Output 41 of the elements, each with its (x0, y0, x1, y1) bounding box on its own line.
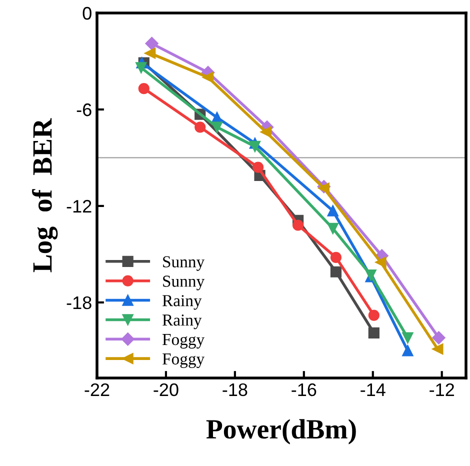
y-axis-title: Log of BER (32, 118, 58, 272)
point (260, 126, 272, 138)
point (432, 331, 446, 344)
x-tick-label: -16 (292, 383, 316, 396)
point (330, 252, 342, 263)
point (327, 222, 338, 234)
x-axis-title: Power(dBm) (206, 419, 356, 444)
x-tick-label: -22 (84, 383, 110, 396)
legend-label: Sunny (163, 256, 205, 271)
legend-label: Rainy (162, 314, 202, 330)
point (327, 205, 338, 216)
point (330, 266, 342, 278)
point (145, 36, 158, 50)
x-tick-label: -12 (430, 383, 454, 396)
point (136, 62, 147, 74)
point (138, 83, 150, 94)
point (211, 122, 223, 133)
y-tick-label: -12 (66, 200, 92, 212)
point (318, 182, 330, 194)
point (194, 122, 206, 133)
point (375, 256, 386, 268)
y-tick-label: -18 (66, 296, 92, 310)
point (402, 332, 414, 344)
point (368, 310, 380, 321)
y-tick-label: 0 (82, 6, 92, 20)
legend-label: Foggy (162, 334, 205, 349)
x-tick-label: -14 (360, 384, 386, 396)
legend-label: Rainy (162, 295, 202, 310)
point (368, 327, 380, 339)
legend-label: Foggy (162, 353, 205, 368)
point (252, 162, 264, 173)
y-tick-label: -6 (76, 103, 92, 116)
legend-label: Sunny (163, 276, 205, 290)
point (202, 72, 214, 83)
x-tick-label: -18 (222, 383, 248, 396)
point (432, 344, 444, 355)
x-tick-label: -20 (154, 383, 178, 396)
point (292, 220, 304, 231)
point (402, 345, 414, 356)
point (144, 48, 156, 59)
point (249, 140, 260, 152)
